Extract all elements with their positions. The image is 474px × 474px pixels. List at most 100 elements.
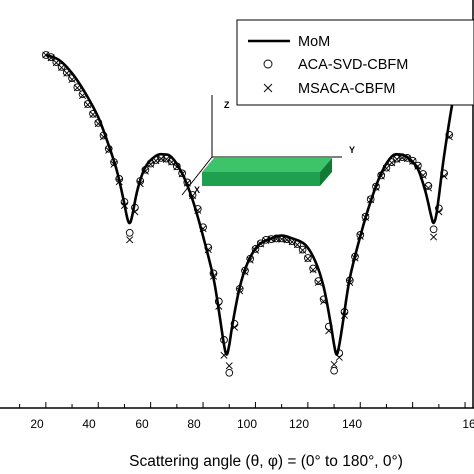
- msaca-cbfm-point: [309, 266, 317, 274]
- plate-front: [202, 172, 320, 186]
- aca-svd-cbfm-point: [183, 178, 192, 187]
- msaca-cbfm-point: [236, 287, 244, 295]
- legend-label-msaca-cbfm: MSACA-CBFM: [298, 81, 395, 97]
- x-tick-labels: 20 40 60 80 100 120 140 16: [30, 417, 474, 431]
- aca-svd-cbfm-point: [104, 144, 113, 153]
- msaca-cbfm-point: [246, 256, 254, 264]
- aca-svd-cbfm-point: [214, 297, 223, 306]
- msaca-cbfm-point: [262, 236, 270, 245]
- aca-svd-cbfm-point: [356, 231, 365, 239]
- msaca-cbfm-point: [126, 236, 134, 244]
- msaca-cbfm-point: [99, 133, 108, 141]
- z-axis-label: Z: [224, 100, 230, 110]
- aca-svd-cbfm-point: [382, 163, 391, 172]
- aca-svd-cbfm-point: [188, 191, 197, 199]
- x-axis-label: X: [194, 185, 200, 195]
- aca-svd-cbfm-point: [298, 245, 307, 254]
- aca-svd-cbfm-point: [256, 239, 265, 248]
- aca-svd-cbfm-point: [199, 223, 207, 232]
- x-axis-title: Scattering angle (θ, φ) = (0° to 180°, 0…: [129, 453, 403, 470]
- x-tick-label: 40: [82, 417, 96, 431]
- msaca-cbfm-point: [194, 206, 202, 214]
- aca-svd-cbfm-point: [94, 119, 103, 127]
- legend-label-mom: MoM: [298, 34, 330, 50]
- msaca-cbfm-point: [372, 183, 380, 191]
- aca-svd-cbfm-point: [366, 195, 375, 204]
- x-tick-label: 16: [462, 417, 474, 431]
- msaca-cbfm-point: [173, 163, 181, 171]
- aca-svd-cbfm-point: [387, 158, 396, 166]
- aca-svd-cbfm-point: [330, 366, 338, 375]
- msaca-cbfm-point: [419, 171, 427, 179]
- msaca-cbfm-point: [393, 155, 401, 163]
- aca-svd-cbfm-point: [293, 240, 302, 248]
- msaca-cbfm-point: [78, 92, 87, 100]
- msaca-cbfm-point: [430, 233, 438, 241]
- msaca-cbfm-point: [435, 208, 443, 216]
- msaca-cbfm-point: [340, 311, 349, 319]
- msaca-cbfm-series: [42, 51, 464, 370]
- aca-svd-cbfm-point: [78, 90, 87, 99]
- msaca-cbfm-point: [440, 172, 448, 180]
- msaca-cbfm-point: [204, 246, 212, 254]
- msaca-cbfm-point: [141, 167, 149, 175]
- aca-svd-cbfm-point: [304, 254, 312, 262]
- msaca-cbfm-point: [189, 192, 197, 200]
- aca-svd-cbfm-point: [251, 245, 260, 253]
- aca-svd-cbfm-point: [372, 182, 380, 191]
- aca-svd-cbfm-point: [335, 349, 344, 358]
- msaca-cbfm-point: [330, 360, 338, 368]
- x-axis-arrow: [181, 156, 213, 196]
- msaca-cbfm-point: [42, 51, 50, 59]
- msaca-cbfm-point: [288, 238, 296, 246]
- msaca-cbfm-point: [110, 160, 118, 168]
- msaca-cbfm-point: [283, 236, 291, 244]
- aca-svd-cbfm-point: [393, 154, 401, 163]
- msaca-cbfm-point: [178, 170, 186, 178]
- msaca-cbfm-point: [241, 268, 249, 276]
- msaca-cbfm-point: [199, 225, 207, 233]
- msaca-cbfm-point: [215, 302, 223, 310]
- aca-svd-cbfm-point: [110, 158, 118, 166]
- msaca-cbfm-point: [63, 69, 71, 77]
- aca-svd-cbfm-point: [324, 322, 333, 331]
- aca-svd-cbfm-point: [419, 170, 427, 178]
- msaca-cbfm-point: [445, 133, 453, 141]
- aca-svd-cbfm-point: [146, 159, 155, 168]
- msaca-cbfm-point: [84, 101, 92, 109]
- aca-svd-cbfm-point: [262, 235, 270, 244]
- msaca-cbfm-point: [94, 120, 102, 128]
- msaca-cbfm-point: [403, 155, 411, 163]
- x-tick-label: 20: [30, 417, 44, 431]
- x-tick-label: 60: [135, 417, 149, 431]
- plate-top: [202, 158, 332, 172]
- msaca-cbfm-point: [267, 235, 275, 243]
- aca-svd-cbfm-point: [351, 252, 359, 261]
- msaca-cbfm-point: [115, 178, 123, 186]
- aca-svd-cbfm-point: [193, 205, 202, 213]
- aca-svd-cbfm-point: [178, 169, 186, 178]
- legend-circle-swatch: [263, 59, 273, 69]
- legend-cross-swatch: [263, 83, 273, 93]
- msaca-cbfm-point: [136, 180, 144, 188]
- msaca-cbfm-point: [120, 201, 129, 210]
- aca-svd-cbfm-series: [42, 51, 464, 377]
- aca-svd-cbfm-point: [429, 225, 438, 234]
- aca-svd-cbfm-point: [172, 162, 181, 171]
- aca-svd-cbfm-point: [319, 295, 328, 304]
- msaca-cbfm-point: [304, 255, 312, 263]
- aca-svd-cbfm-point: [272, 234, 281, 243]
- aca-svd-cbfm-point: [445, 130, 454, 139]
- msaca-cbfm-point: [257, 240, 265, 248]
- msaca-cbfm-point: [356, 232, 364, 240]
- x-tick-label: 120: [289, 417, 309, 431]
- aca-svd-cbfm-point: [414, 161, 422, 170]
- msaca-cbfm-point: [251, 246, 260, 254]
- msaca-cbfm-point: [320, 297, 328, 305]
- msaca-cbfm-point: [68, 75, 76, 84]
- msaca-cbfm-point: [424, 184, 432, 192]
- msaca-cbfm-point: [414, 162, 422, 170]
- legend-label-aca-svd-cbfm: ACA-SVD-CBFM: [298, 57, 408, 73]
- msaca-cbfm-point: [89, 110, 97, 119]
